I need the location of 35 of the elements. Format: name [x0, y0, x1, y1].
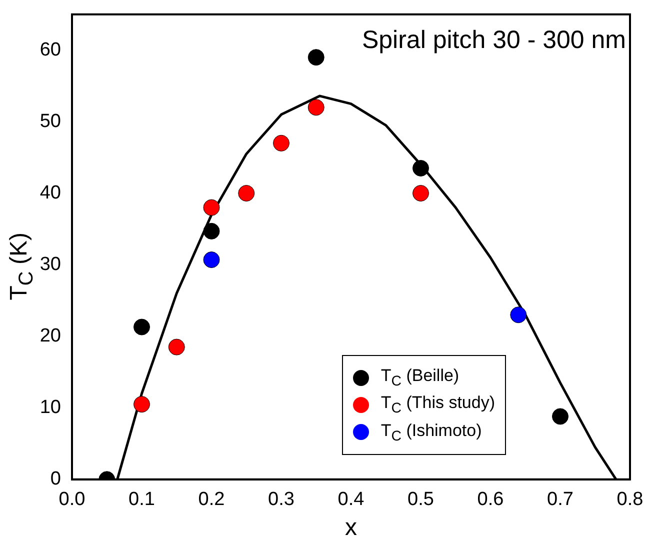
point — [308, 99, 324, 116]
y-tick-label: 40 — [40, 182, 61, 204]
point — [134, 396, 150, 413]
annotation: Spiral pitch 30 - 300 nm — [362, 26, 626, 54]
point — [168, 338, 185, 356]
x-tick-label: 0.8 — [616, 489, 644, 510]
y-tick-label: 30 — [40, 254, 61, 276]
x-axis-title: x — [345, 514, 357, 542]
x-tick-label: 0.0 — [58, 489, 86, 510]
point — [134, 318, 150, 336]
y-tick-label: 60 — [40, 39, 61, 60]
x-tick-label: 0.1 — [128, 489, 155, 510]
point — [412, 160, 429, 176]
point — [238, 184, 255, 202]
x-tick-label: 0.5 — [408, 489, 434, 510]
point — [203, 252, 220, 268]
legend-label: T$_{C}$ (Ishimoto) — [380, 420, 482, 444]
x-tick-label: 0.2 — [198, 489, 225, 510]
point — [412, 184, 429, 202]
point — [308, 49, 324, 66]
point — [552, 408, 568, 425]
legend-label: T$_{C}$ (This study) — [380, 393, 495, 417]
x-tick-label: 0.4 — [338, 489, 365, 510]
y-tick-label: 50 — [40, 110, 61, 132]
point — [203, 199, 220, 216]
x-tick-label: 0.3 — [268, 489, 294, 510]
legend-label: T$_{C}$ (Beille) — [380, 366, 460, 390]
point — [273, 134, 290, 152]
x-tick-label: 0.7 — [547, 489, 574, 510]
y-tick-label: 0 — [50, 468, 61, 490]
y-tick-label: 10 — [40, 397, 61, 418]
point — [203, 222, 220, 240]
y-tick-label: 20 — [40, 326, 61, 347]
point — [510, 306, 527, 324]
x-tick-label: 0.6 — [477, 489, 504, 510]
